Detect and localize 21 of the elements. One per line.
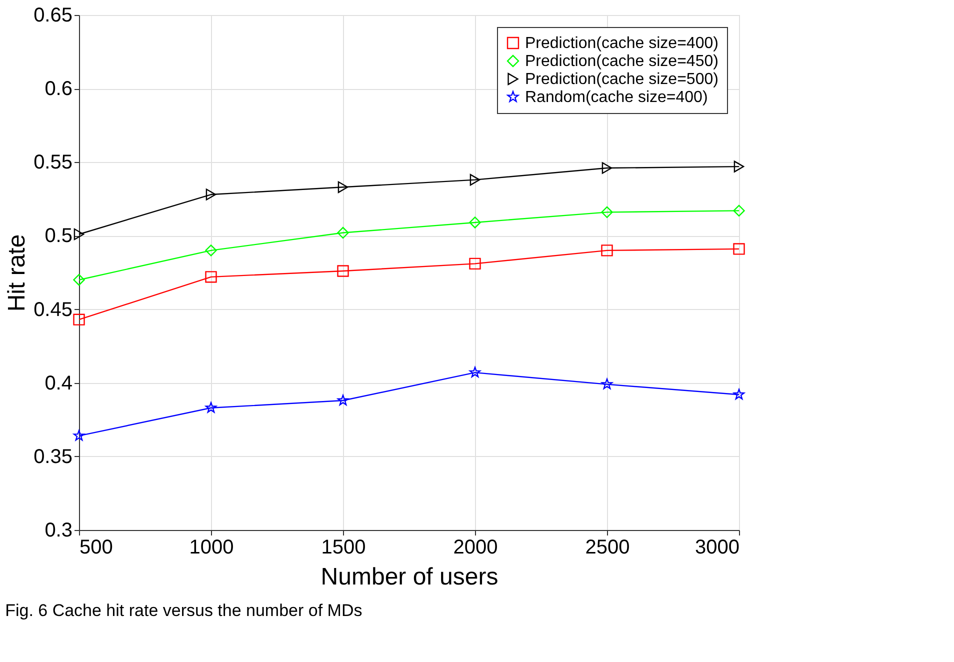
x-tick-label: 2500 bbox=[585, 536, 630, 558]
y-tick-label: 0.65 bbox=[34, 4, 72, 26]
legend-label: Prediction(cache size=450) bbox=[525, 53, 718, 70]
y-tick-label: 0.6 bbox=[44, 78, 72, 100]
x-tick-label: 1000 bbox=[189, 536, 234, 558]
x-tick-label: 2000 bbox=[453, 536, 498, 558]
legend-label: Random(cache size=400) bbox=[525, 89, 708, 106]
legend-label: Prediction(cache size=500) bbox=[525, 71, 718, 88]
y-tick-label: 0.4 bbox=[44, 372, 72, 394]
y-tick-label: 0.55 bbox=[34, 152, 72, 174]
x-tick-label: 1500 bbox=[321, 536, 366, 558]
legend-label: Prediction(cache size=400) bbox=[525, 35, 718, 52]
y-tick-label: 0.3 bbox=[44, 520, 72, 542]
y-axis-title: Hit rate bbox=[4, 234, 31, 312]
y-tick-label: 0.35 bbox=[34, 446, 72, 468]
x-tick-label: 500 bbox=[80, 536, 113, 558]
caption: Fig. 6 Cache hit rate versus the number of MDs bbox=[5, 601, 362, 620]
x-tick-label: 3000 bbox=[695, 536, 740, 558]
y-tick-label: 0.45 bbox=[34, 298, 72, 321]
y-tick-label: 0.5 bbox=[44, 225, 72, 248]
x-axis-title: Number of users bbox=[320, 564, 498, 590]
